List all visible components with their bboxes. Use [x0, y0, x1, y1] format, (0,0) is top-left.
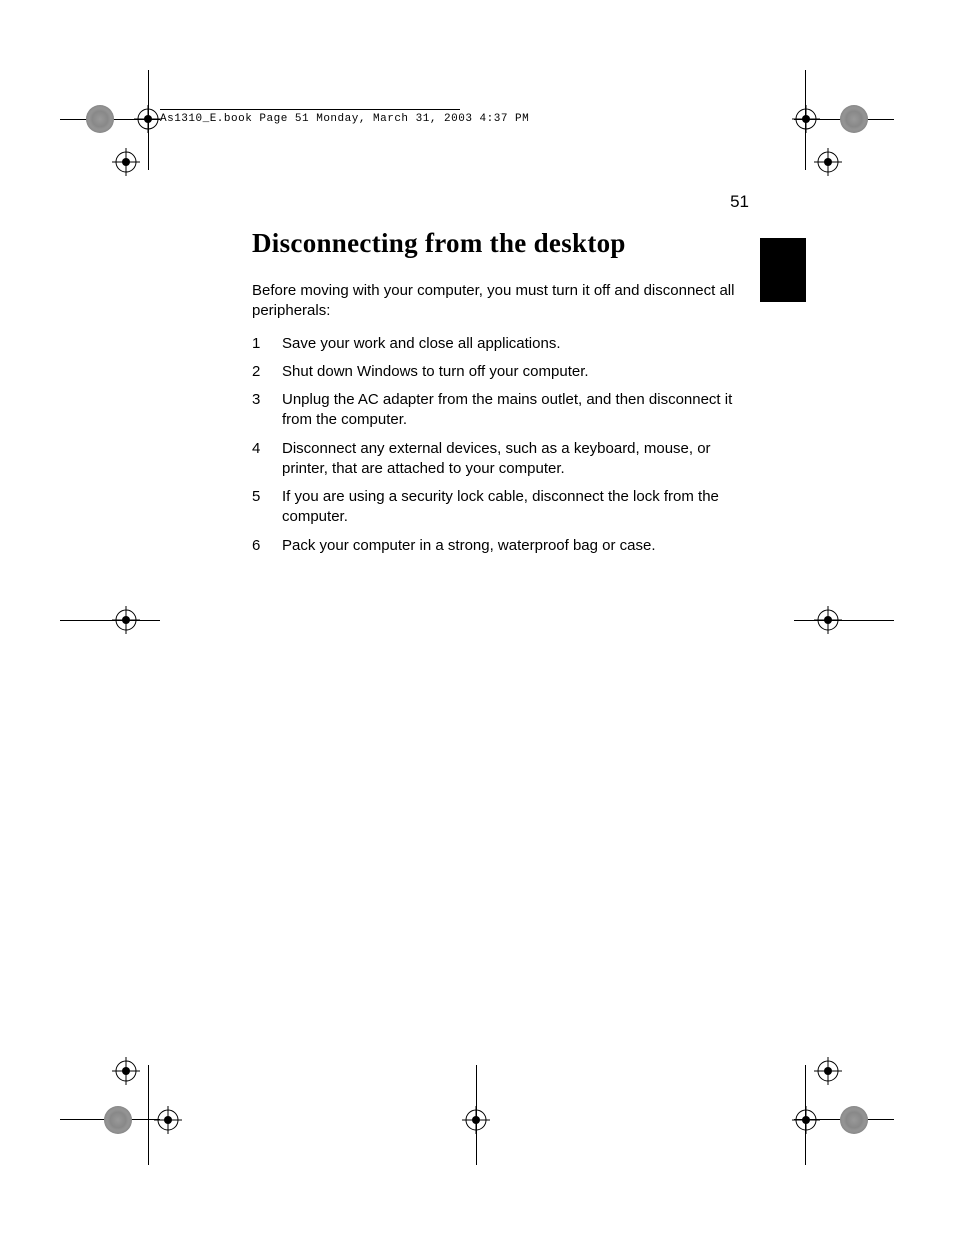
registration-mark-icon [814, 1057, 842, 1085]
crop-circle-icon [840, 1106, 868, 1134]
registration-mark-icon [792, 1106, 820, 1134]
crop-mark-top-left [0, 0, 200, 200]
registration-mark-icon [112, 1057, 140, 1085]
list-item: 6Pack your computer in a strong, waterpr… [252, 536, 748, 556]
steps-list: 1Save your work and close all applicatio… [252, 334, 748, 556]
step-number: 1 [252, 334, 282, 354]
registration-mark-icon [792, 105, 820, 133]
header-text: As1310_E.book Page 51 Monday, March 31, … [160, 113, 529, 125]
registration-mark-icon [154, 1106, 182, 1134]
step-number: 4 [252, 439, 282, 480]
page-content: Disconnecting from the desktop Before mo… [252, 228, 748, 564]
step-number: 6 [252, 536, 282, 556]
crop-mark-bottom-left [0, 1035, 200, 1235]
crop-circle-icon [104, 1106, 132, 1134]
step-number: 3 [252, 390, 282, 431]
side-tab [760, 238, 806, 302]
list-item: 1Save your work and close all applicatio… [252, 334, 748, 354]
intro-paragraph: Before moving with your computer, you mu… [252, 281, 748, 322]
step-text: Pack your computer in a strong, waterpro… [282, 536, 748, 556]
registration-mark-icon [814, 148, 842, 176]
registration-mark-icon [814, 606, 842, 634]
crop-mark-left-mid [0, 590, 200, 650]
list-item: 2Shut down Windows to turn off your comp… [252, 362, 748, 382]
registration-mark-icon [112, 606, 140, 634]
page-title: Disconnecting from the desktop [252, 228, 748, 259]
step-text: Save your work and close all application… [282, 334, 748, 354]
registration-mark-icon [134, 105, 162, 133]
step-text: Disconnect any external devices, such as… [282, 439, 748, 480]
list-item: 4Disconnect any external devices, such a… [252, 439, 748, 480]
step-text: Unplug the AC adapter from the mains out… [282, 390, 748, 431]
list-item: 3Unplug the AC adapter from the mains ou… [252, 390, 748, 431]
step-text: If you are using a security lock cable, … [282, 487, 748, 528]
page-number: 51 [730, 192, 749, 212]
step-number: 5 [252, 487, 282, 528]
list-item: 5If you are using a security lock cable,… [252, 487, 748, 528]
registration-mark-icon [462, 1106, 490, 1134]
step-text: Shut down Windows to turn off your compu… [282, 362, 748, 382]
crop-mark-bottom-center [430, 1035, 530, 1235]
step-number: 2 [252, 362, 282, 382]
crop-mark-right-mid [754, 590, 954, 650]
registration-mark-icon [112, 148, 140, 176]
crop-circle-icon [840, 105, 868, 133]
header-rule [160, 109, 460, 110]
crop-circle-icon [86, 105, 114, 133]
crop-mark-bottom-right [754, 1035, 954, 1235]
crop-mark-top-right [754, 0, 954, 200]
